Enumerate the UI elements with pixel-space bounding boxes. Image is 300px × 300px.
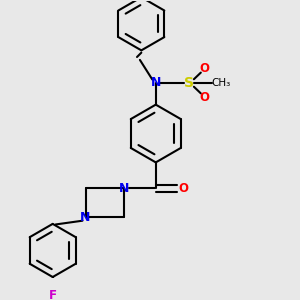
Text: F: F: [49, 289, 57, 300]
Text: N: N: [119, 182, 129, 195]
Text: N: N: [151, 76, 161, 89]
Text: O: O: [178, 182, 188, 195]
Text: O: O: [200, 91, 210, 104]
Text: O: O: [200, 62, 210, 75]
Text: N: N: [80, 211, 90, 224]
Text: S: S: [184, 76, 194, 90]
Text: CH₃: CH₃: [211, 78, 230, 88]
